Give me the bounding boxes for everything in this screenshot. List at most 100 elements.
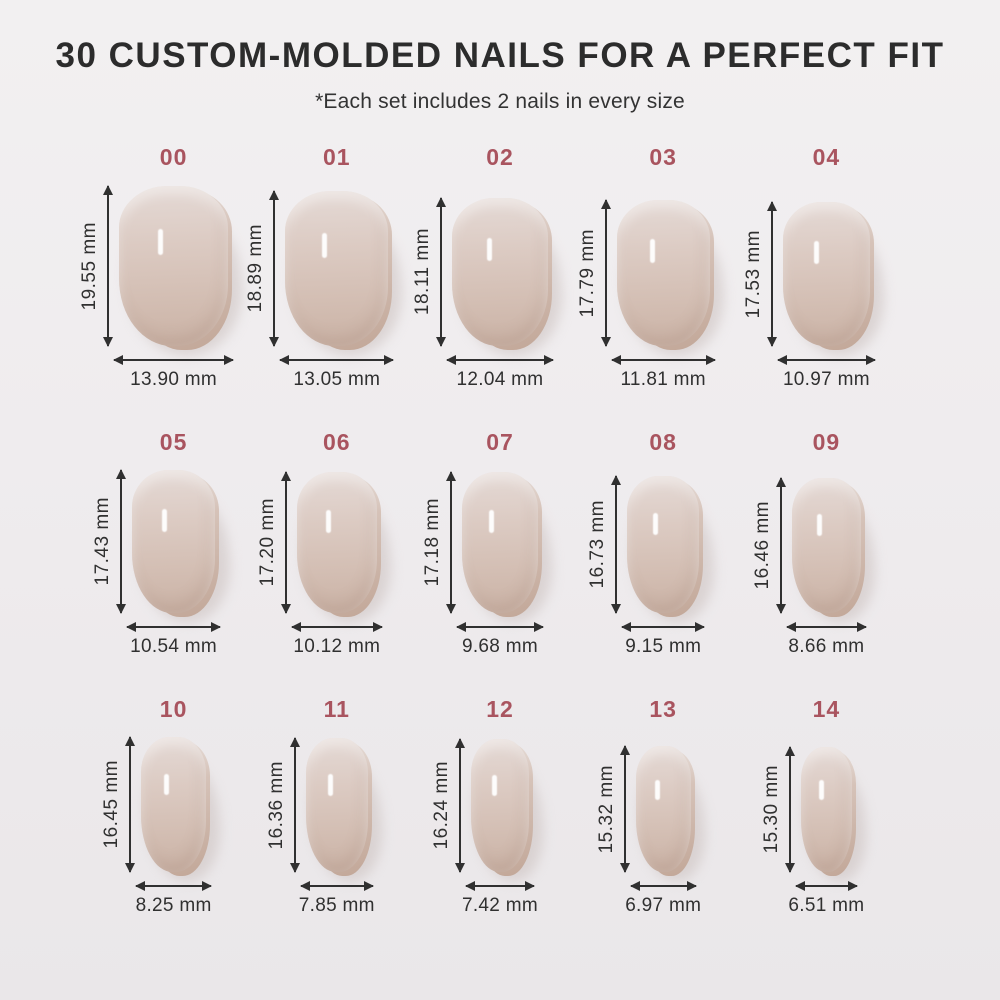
size-row-3: 10 16.45 mm 8.25 mm: [92, 698, 908, 917]
nail-size-cell: 10 16.45 mm 8.25 mm: [92, 698, 255, 917]
nail-figure: 19.55 mm: [79, 185, 251, 363]
page-title: 30 CUSTOM-MOLDED NAILS FOR A PERFECT FIT: [55, 36, 945, 75]
height-dimension: 16.73 mm: [587, 475, 618, 613]
horizontal-double-arrow-icon: [611, 359, 715, 361]
nail-photo: 17.53 mm: [743, 202, 891, 362]
vertical-double-arrow-icon: [623, 746, 626, 872]
nail-gleam-highlight: [819, 780, 825, 801]
nail-gleam-highlight: [653, 512, 659, 535]
height-value: 16.36 mm: [265, 760, 287, 850]
vertical-double-arrow-icon: [106, 185, 109, 346]
nail-gleam-highlight: [161, 508, 167, 532]
nail-body: [635, 746, 691, 872]
size-number-label: 01: [322, 144, 351, 170]
nail-photo: 16.24 mm: [431, 738, 550, 886]
size-number-label: 12: [486, 696, 514, 722]
nail-body: [305, 737, 368, 872]
height-value: 16.73 mm: [587, 500, 609, 589]
size-number-label: 14: [812, 696, 841, 722]
nail-photo: 18.11 mm: [412, 197, 569, 362]
height-dimension: 17.53 mm: [743, 202, 774, 346]
height-dimension: 17.79 mm: [577, 200, 607, 346]
width-value: 8.25 mm: [135, 895, 212, 916]
width-value: 9.68 mm: [461, 636, 538, 657]
height-dimension: 16.24 mm: [431, 738, 461, 872]
nail-figure: 17.79 mm: [577, 185, 731, 362]
nail-photo: 15.30 mm: [761, 746, 873, 886]
height-value: 19.55 mm: [78, 221, 100, 311]
nail-body: [285, 191, 389, 346]
horizontal-double-arrow-icon: [795, 885, 858, 887]
width-value: 11.81 mm: [620, 369, 706, 390]
vertical-double-arrow-icon: [771, 202, 774, 346]
horizontal-double-arrow-icon: [465, 885, 535, 887]
nail-figure: 18.11 mm: [412, 185, 569, 362]
nail-size-cell: 14 15.30 mm 6.51 mm: [745, 698, 908, 917]
width-value: 7.85 mm: [298, 895, 375, 916]
nail-figure: 15.32 mm: [596, 737, 711, 886]
nail-body: [783, 202, 870, 346]
nail-size-cell: 04 17.53 mm 10.97 mm: [743, 146, 908, 391]
height-dimension: 17.20 mm: [257, 472, 287, 613]
vertical-double-arrow-icon: [440, 197, 443, 346]
nail-figure: 17.20 mm: [257, 470, 398, 628]
vertical-double-arrow-icon: [119, 470, 122, 613]
nail-size-cell: 13 15.32 mm 6.97 mm: [582, 698, 745, 917]
nail-figure: 16.45 mm: [101, 737, 227, 886]
size-number-label: 06: [322, 429, 351, 455]
width-value: 12.04 mm: [456, 369, 544, 390]
nail-size-cell: 07 17.18 mm 9.68 mm: [418, 431, 581, 658]
size-number-label: 08: [649, 429, 677, 455]
nail-gleam-highlight: [164, 773, 170, 796]
nail-photo: 17.43 mm: [92, 470, 236, 628]
size-number-label: 09: [812, 429, 841, 455]
width-value: 7.42 mm: [461, 895, 538, 916]
height-value: 17.20 mm: [256, 498, 278, 587]
nail-body: [452, 197, 548, 346]
height-dimension: 15.30 mm: [761, 746, 791, 872]
height-dimension: 16.36 mm: [265, 737, 296, 872]
size-number-label: 11: [323, 696, 350, 722]
width-value: 6.97 mm: [625, 895, 702, 916]
horizontal-double-arrow-icon: [280, 359, 394, 361]
horizontal-double-arrow-icon: [622, 626, 705, 628]
nail-gleam-highlight: [491, 774, 497, 797]
width-value: 9.15 mm: [625, 636, 702, 657]
nail-size-cell: 03 17.79 mm 11.81 mm: [577, 144, 745, 391]
width-value: 10.54 mm: [130, 636, 218, 657]
height-value: 17.18 mm: [421, 498, 443, 587]
height-dimension: 19.55 mm: [78, 185, 109, 346]
horizontal-double-arrow-icon: [778, 359, 875, 361]
size-number-label: 03: [649, 144, 677, 170]
vertical-double-arrow-icon: [129, 737, 131, 872]
nail-size-grid: 00 19.55 mm 13.90 mm: [0, 146, 1000, 917]
height-value: 17.43 mm: [91, 497, 113, 586]
width-value: 10.12 mm: [293, 636, 381, 657]
height-dimension: 16.45 mm: [101, 737, 131, 872]
nail-photo: 19.55 mm: [79, 185, 251, 363]
width-value: 6.51 mm: [788, 895, 865, 916]
width-value: 13.05 mm: [293, 369, 381, 390]
vertical-double-arrow-icon: [780, 478, 783, 613]
horizontal-double-arrow-icon: [113, 359, 234, 361]
height-dimension: 15.32 mm: [596, 746, 626, 872]
height-value: 17.79 mm: [576, 228, 598, 318]
height-dimension: 17.43 mm: [92, 470, 122, 613]
height-dimension: 16.46 mm: [752, 478, 783, 613]
nail-photo: 17.20 mm: [257, 472, 398, 628]
nail-size-cell: 11 16.36 mm 7.85 mm: [255, 698, 418, 917]
nail-gleam-highlight: [486, 237, 492, 262]
page-subtitle: *Each set includes 2 nails in every size: [315, 90, 685, 113]
header: 30 CUSTOM-MOLDED NAILS FOR A PERFECT FIT…: [0, 0, 1000, 114]
horizontal-double-arrow-icon: [447, 359, 553, 361]
size-number-label: 05: [159, 429, 188, 455]
height-dimension: 18.89 mm: [245, 191, 276, 346]
size-number-label: 02: [486, 144, 514, 170]
vertical-double-arrow-icon: [284, 472, 287, 613]
nail-photo: 17.79 mm: [577, 200, 731, 362]
nail-gleam-highlight: [655, 780, 661, 801]
width-value: 8.66 mm: [788, 636, 865, 657]
nail-body: [131, 470, 216, 613]
nail-body: [470, 738, 530, 872]
vertical-double-arrow-icon: [293, 737, 296, 872]
